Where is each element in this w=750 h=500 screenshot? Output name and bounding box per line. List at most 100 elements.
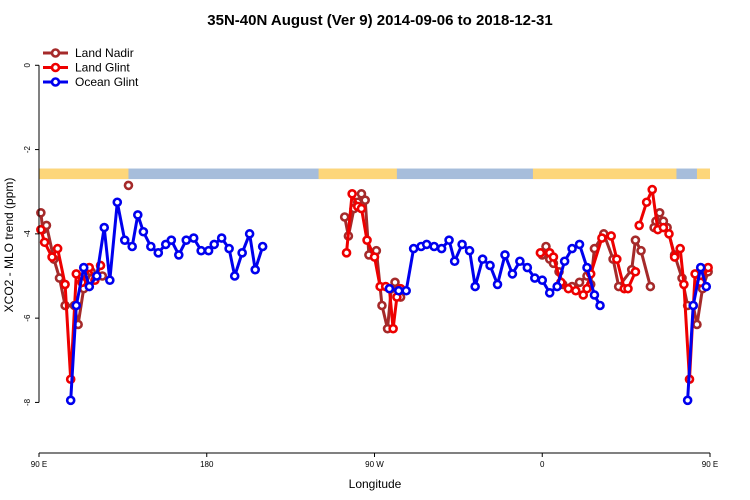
y-axis-label: XCO2 - MLO trend (ppm) <box>2 178 16 313</box>
x-tick-label: 90 W <box>365 460 384 469</box>
data-point-land-glint <box>703 262 713 273</box>
chart-title: 35N-40N August (Ver 9) 2014-09-06 to 201… <box>207 12 552 29</box>
data-point-land-glint <box>388 323 398 334</box>
data-point-ocean-glint <box>99 222 110 233</box>
data-point-ocean-glint <box>701 281 712 292</box>
data-point-ocean-glint <box>244 229 255 239</box>
land-strip <box>696 168 710 180</box>
data-point-land-glint <box>641 197 652 208</box>
y-tick-label: -6 <box>23 314 32 322</box>
axes: 90 E 180 90 W 0 90 E 0 -2 -4 -6 -8 <box>23 63 718 469</box>
legend-item-ocean-glint: Ocean Glint <box>43 75 139 89</box>
data-point-ocean-glint <box>500 250 510 260</box>
data-point-land-glint <box>71 269 82 279</box>
legend-swatch-marker <box>50 77 61 87</box>
data-point-land-nadir <box>630 235 641 245</box>
data-point-ocean-glint <box>477 254 488 264</box>
data-point-ocean-glint <box>429 241 439 252</box>
legend-label: Ocean Glint <box>75 75 139 89</box>
data-point-land-nadir <box>574 277 585 288</box>
data-point-ocean-glint <box>112 197 123 208</box>
legend-label: Land Nadir <box>75 46 134 60</box>
y-tick-label: -2 <box>23 145 32 153</box>
land-ocean-mask <box>39 168 710 180</box>
data-point-ocean-glint <box>464 245 475 256</box>
series-layer <box>36 180 713 406</box>
data-point-ocean-glint <box>146 241 156 252</box>
x-tick-label: 90 E <box>31 460 47 469</box>
data-point-ocean-glint <box>71 300 82 311</box>
data-point-ocean-glint <box>166 235 177 245</box>
y-tick-label: -4 <box>23 230 32 238</box>
data-point-land-glint <box>347 189 357 199</box>
data-point-land-glint <box>535 248 546 258</box>
data-point-ocean-glint <box>257 241 268 252</box>
data-point-ocean-glint <box>436 243 447 254</box>
legend-swatch-marker <box>50 62 61 73</box>
x-tick-label: 0 <box>540 460 545 469</box>
series-line-ocean-glint <box>686 266 708 401</box>
series-line-ocean-glint <box>69 200 265 401</box>
data-point-land-glint <box>634 220 644 231</box>
data-point-land-glint <box>623 283 633 294</box>
data-point-land-nadir <box>339 212 350 222</box>
data-point-land-nadir <box>36 207 46 218</box>
data-point-land-glint <box>669 252 680 262</box>
data-point-land-glint <box>582 283 592 294</box>
data-point-ocean-glint <box>181 235 192 245</box>
data-point-ocean-glint <box>537 275 548 286</box>
data-point-ocean-glint <box>209 239 220 250</box>
data-point-land-nadir <box>377 300 387 311</box>
data-point-ocean-glint <box>515 256 525 267</box>
data-point-ocean-glint <box>421 239 432 250</box>
data-point-ocean-glint <box>529 273 540 283</box>
data-point-land-glint <box>369 252 380 262</box>
data-point-land-nadir <box>645 281 656 292</box>
data-point-land-glint <box>597 233 607 243</box>
data-point-land-glint <box>341 248 352 258</box>
data-point-ocean-glint <box>91 271 102 281</box>
data-point-ocean-glint <box>492 279 503 290</box>
data-point-ocean-glint <box>401 285 411 296</box>
data-point-land-glint <box>612 254 622 264</box>
series-ocean-glint <box>65 197 712 406</box>
x-tick-label: 180 <box>200 460 214 469</box>
data-point-land-glint <box>675 243 685 254</box>
data-point-ocean-glint <box>574 239 585 250</box>
data-point-ocean-glint <box>695 262 706 273</box>
data-point-ocean-glint <box>78 262 89 273</box>
data-point-ocean-glint <box>559 256 570 267</box>
data-point-land-nadir <box>360 195 370 205</box>
data-point-land-glint <box>362 235 372 245</box>
land-strip <box>318 168 397 180</box>
data-point-ocean-glint <box>188 233 199 243</box>
data-point-ocean-glint <box>544 288 555 298</box>
data-point-ocean-glint <box>595 300 605 311</box>
data-point-ocean-glint <box>237 248 247 258</box>
data-point-ocean-glint <box>250 264 261 275</box>
data-point-land-glint <box>39 237 50 248</box>
legend-swatch-marker <box>50 48 61 58</box>
data-point-ocean-glint <box>127 241 137 252</box>
data-point-land-glint <box>570 285 581 296</box>
data-point-land-glint <box>548 252 559 262</box>
data-point-land-glint <box>52 243 63 254</box>
data-point-land-nadir <box>692 319 702 330</box>
y-tick-label: 0 <box>23 63 32 68</box>
data-point-ocean-glint <box>552 281 562 292</box>
x-axis-label: Longitude <box>349 477 402 491</box>
data-point-ocean-glint <box>682 395 693 406</box>
data-point-ocean-glint <box>138 226 149 237</box>
data-point-land-glint <box>647 184 658 195</box>
data-point-ocean-glint <box>408 243 419 254</box>
data-point-land-glint <box>356 203 367 214</box>
data-point-land-glint <box>658 222 669 233</box>
land-strip <box>532 168 677 180</box>
data-point-land-glint <box>563 283 574 294</box>
data-point-ocean-glint <box>688 300 699 311</box>
legend-label: Land Glint <box>75 61 130 75</box>
data-point-ocean-glint <box>173 250 184 260</box>
legend-item-land-glint: Land Glint <box>43 61 130 75</box>
data-point-land-glint <box>606 231 617 241</box>
